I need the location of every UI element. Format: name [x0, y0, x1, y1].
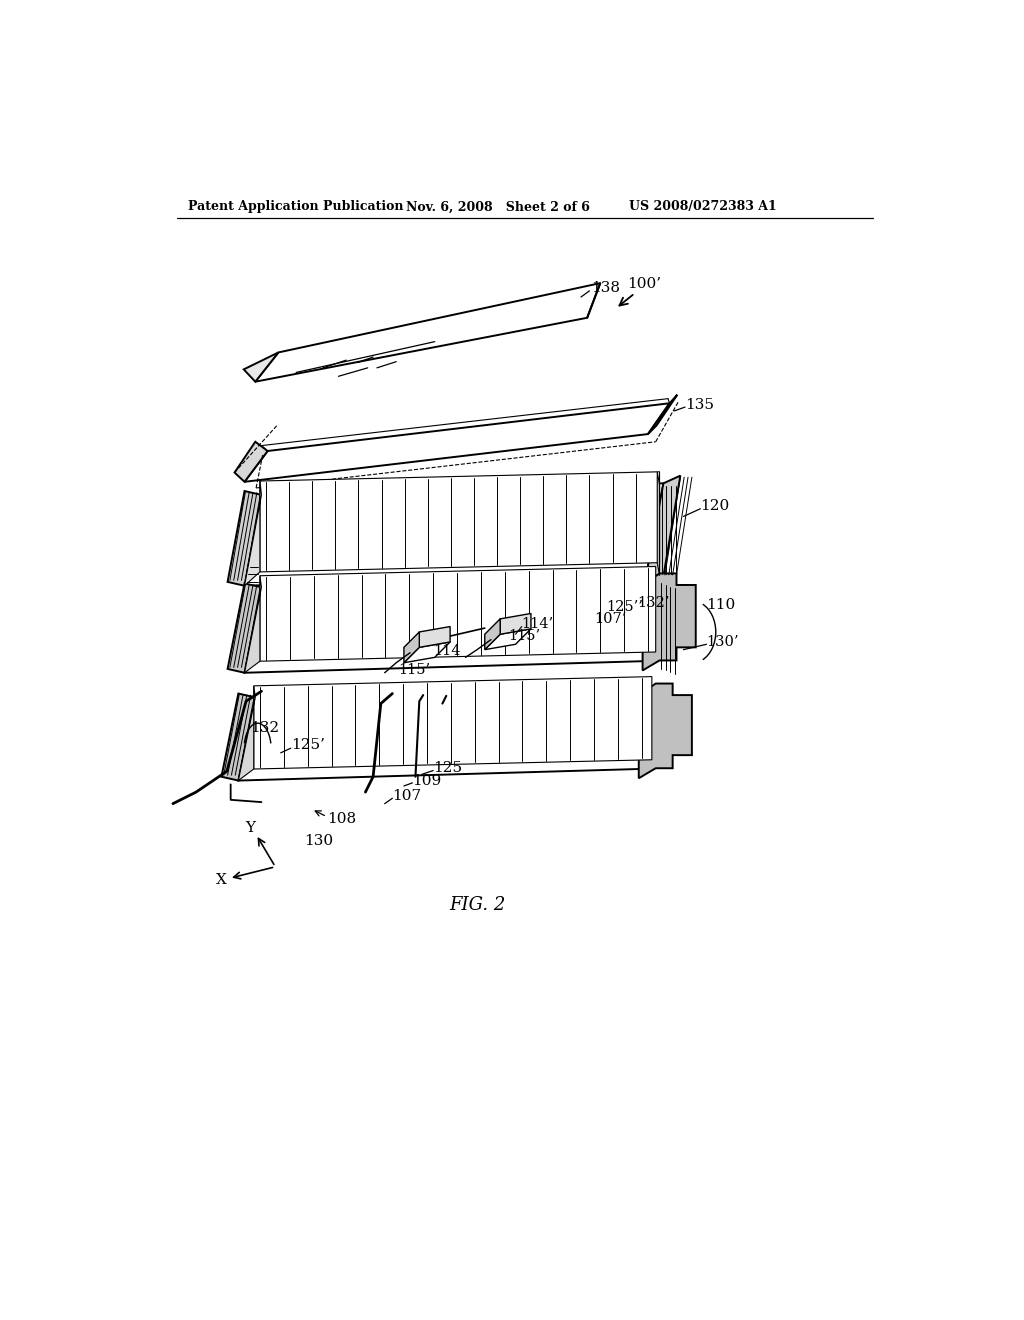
Text: 114: 114 [433, 644, 461, 659]
Polygon shape [657, 471, 659, 576]
Polygon shape [648, 395, 677, 434]
Polygon shape [221, 693, 255, 780]
Polygon shape [484, 628, 531, 649]
Text: FIG. 2: FIG. 2 [449, 896, 505, 915]
Text: 125’: 125’ [291, 738, 325, 752]
Polygon shape [239, 686, 655, 780]
Polygon shape [484, 619, 500, 649]
Text: 135: 135 [685, 397, 714, 412]
Polygon shape [500, 614, 531, 635]
Text: 100’: 100’ [628, 277, 662, 290]
Polygon shape [227, 583, 261, 673]
Text: 115’: 115’ [508, 628, 540, 643]
Polygon shape [643, 573, 695, 671]
Text: 107: 107 [392, 789, 422, 803]
Text: 130: 130 [304, 834, 333, 847]
Text: 110: 110 [707, 598, 736, 612]
Polygon shape [255, 284, 600, 381]
Text: Patent Application Publication: Patent Application Publication [188, 201, 403, 214]
Text: 108: 108 [327, 812, 356, 826]
Polygon shape [227, 491, 261, 586]
Text: 115’: 115’ [398, 664, 431, 677]
Text: 114’: 114’ [521, 618, 554, 631]
Text: US 2008/0272383 A1: US 2008/0272383 A1 [629, 201, 776, 214]
Text: 109: 109 [413, 774, 441, 788]
Text: 125’’: 125’’ [606, 601, 643, 614]
Polygon shape [245, 576, 659, 673]
Polygon shape [245, 483, 664, 586]
Text: X: X [216, 873, 227, 887]
Polygon shape [245, 576, 261, 673]
Polygon shape [639, 684, 692, 779]
Polygon shape [245, 480, 261, 586]
Text: 107’: 107’ [594, 612, 627, 626]
Polygon shape [239, 686, 255, 780]
Text: 132: 132 [250, 721, 279, 735]
Polygon shape [419, 627, 451, 647]
Text: Nov. 6, 2008   Sheet 2 of 6: Nov. 6, 2008 Sheet 2 of 6 [407, 201, 590, 214]
Polygon shape [646, 475, 680, 577]
Text: 125: 125 [433, 762, 462, 775]
Polygon shape [244, 352, 279, 381]
Text: 132’: 132’ [637, 597, 670, 610]
Polygon shape [254, 677, 652, 770]
Polygon shape [260, 566, 655, 661]
Text: 120: 120 [700, 499, 730, 513]
Text: Y: Y [246, 821, 256, 836]
Polygon shape [403, 632, 419, 663]
Polygon shape [245, 404, 670, 482]
Text: 138: 138 [591, 281, 620, 294]
Polygon shape [403, 642, 451, 663]
Polygon shape [234, 442, 267, 482]
Polygon shape [260, 471, 659, 572]
Text: 130’: 130’ [707, 635, 739, 649]
